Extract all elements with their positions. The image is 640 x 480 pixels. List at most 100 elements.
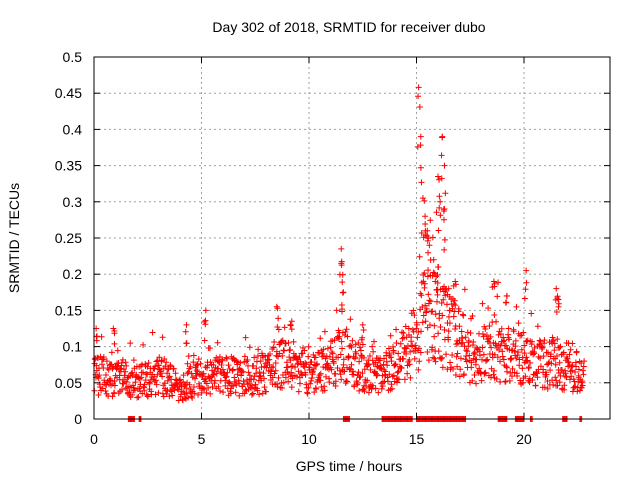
data-point	[413, 321, 420, 328]
data-point	[244, 381, 251, 388]
data-point	[390, 349, 397, 356]
data-point	[95, 375, 102, 382]
data-point	[433, 209, 440, 216]
data-point	[111, 327, 118, 334]
data-point	[114, 347, 121, 354]
data-point	[151, 373, 158, 380]
y-axis-label: SRMTID / TECUs	[6, 183, 22, 293]
data-point	[430, 354, 437, 361]
data-point	[558, 367, 565, 374]
data-point	[120, 366, 127, 373]
data-point	[552, 374, 559, 381]
data-point	[458, 340, 465, 347]
data-point	[126, 388, 133, 395]
data-point	[507, 356, 514, 363]
data-point	[461, 371, 468, 378]
data-point	[484, 356, 491, 363]
data-point	[187, 363, 194, 370]
x-tick-label: 5	[198, 431, 206, 447]
data-point	[550, 337, 557, 344]
data-point	[446, 307, 453, 314]
data-point	[479, 344, 486, 351]
data-point	[482, 369, 489, 376]
data-point	[336, 333, 343, 340]
data-point	[424, 348, 431, 355]
data-point	[464, 329, 471, 336]
data-point	[523, 354, 530, 361]
data-point	[551, 340, 558, 347]
data-point	[327, 344, 334, 351]
data-point	[99, 385, 106, 392]
data-point	[501, 337, 508, 344]
data-point	[220, 389, 227, 396]
data-point	[465, 343, 472, 350]
data-point	[344, 378, 351, 385]
data-point	[515, 349, 522, 356]
data-point	[275, 326, 282, 333]
data-point	[457, 366, 464, 373]
data-point	[419, 195, 426, 202]
data-point	[280, 379, 287, 386]
data-point	[378, 365, 385, 372]
data-point	[422, 318, 429, 325]
data-point	[458, 328, 465, 335]
data-point	[398, 365, 405, 372]
data-point	[164, 377, 171, 384]
data-point	[421, 280, 428, 287]
data-point	[257, 358, 264, 365]
data-point	[237, 359, 244, 366]
data-point	[403, 350, 410, 357]
data-point	[377, 362, 384, 369]
data-point	[288, 384, 295, 391]
data-point	[145, 392, 152, 399]
data-point	[466, 352, 473, 359]
data-point	[417, 164, 424, 171]
data-point	[520, 329, 527, 336]
data-point	[572, 368, 579, 375]
data-point	[432, 358, 439, 365]
data-point	[438, 355, 445, 362]
data-point	[421, 270, 428, 277]
data-point	[579, 367, 586, 374]
data-point	[435, 263, 441, 270]
data-point	[548, 360, 555, 367]
data-point	[450, 366, 457, 373]
data-point	[493, 318, 500, 325]
data-point	[260, 370, 267, 377]
data-point	[296, 380, 303, 387]
data-point	[417, 133, 424, 140]
data-point	[413, 325, 420, 332]
data-point	[432, 311, 439, 318]
data-point	[282, 374, 289, 381]
data-point	[230, 382, 237, 389]
data-point	[563, 374, 570, 381]
data-point	[229, 367, 236, 374]
data-point	[525, 364, 532, 371]
data-point	[441, 246, 448, 253]
data-point	[193, 372, 200, 379]
data-point	[330, 360, 337, 367]
data-point	[521, 295, 528, 302]
data-point	[388, 358, 395, 365]
data-point	[201, 386, 208, 393]
data-point	[499, 353, 506, 360]
data-point	[238, 369, 245, 376]
data-point	[329, 350, 336, 357]
data-point	[442, 190, 449, 197]
data-point	[395, 376, 402, 383]
data-point	[480, 351, 487, 358]
data-point	[286, 347, 293, 354]
data-point	[275, 374, 282, 381]
data-point	[528, 310, 535, 317]
data-point	[394, 379, 401, 386]
data-point	[273, 303, 280, 310]
data-point	[338, 338, 345, 345]
data-point	[299, 372, 306, 379]
data-point	[316, 372, 323, 379]
data-point	[554, 382, 561, 389]
data-point	[340, 289, 347, 296]
data-point	[509, 365, 516, 372]
data-point	[387, 332, 394, 339]
data-point	[141, 387, 148, 394]
data-point	[378, 385, 385, 392]
